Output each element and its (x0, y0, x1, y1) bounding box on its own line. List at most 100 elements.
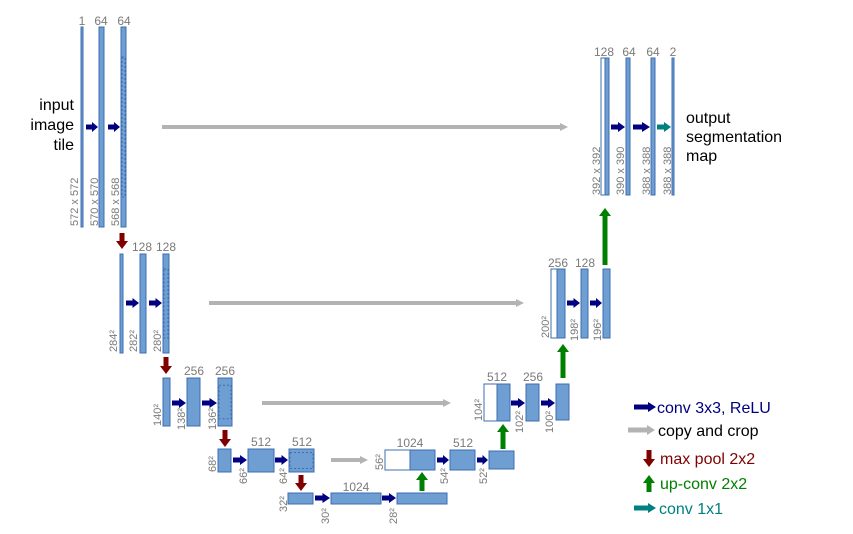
spatial-size-label: 196² (592, 319, 604, 341)
channel-count-label: 512 (251, 435, 271, 449)
copy-crop-arrow-icon (262, 399, 451, 407)
feature-map (98, 26, 105, 228)
channel-count-label: 64 (646, 45, 660, 59)
spatial-size-label: 32² (278, 496, 290, 512)
feature-map (330, 492, 382, 505)
crop-region (121, 56, 126, 198)
feature-map (80, 26, 84, 228)
feature-map (217, 448, 232, 473)
spatial-size-label: 100² (544, 411, 556, 433)
spatial-size-label: 284² (108, 330, 120, 352)
output-label-line-3: map (686, 148, 717, 165)
spatial-size-label: 572 x 572 (69, 178, 81, 226)
feature-map (162, 253, 170, 354)
spatial-size-label: 140² (152, 404, 164, 426)
spatial-size-label: 68² (207, 456, 219, 472)
input-label-line-2: image (30, 117, 74, 134)
feature-map (162, 377, 171, 427)
feature-map (120, 26, 127, 228)
feature-map (555, 383, 570, 421)
feature-map (119, 253, 124, 354)
spatial-size-label: 200² (540, 316, 552, 338)
channel-count-label: 128 (156, 240, 176, 254)
spatial-size-label: 102² (514, 411, 526, 433)
copied-feature-map (384, 449, 411, 471)
spatial-size-label: 104² (473, 399, 485, 421)
feature-map (580, 268, 589, 339)
channel-count-label: 256 (184, 364, 204, 378)
legend-label: copy and crop (658, 423, 759, 440)
conv-arrow-icon (567, 298, 580, 308)
channel-count-label: 512 (487, 370, 507, 384)
arrow-right-icon (634, 503, 656, 513)
crop-region (163, 268, 169, 339)
feature-map (287, 492, 314, 505)
feature-map (496, 383, 511, 422)
channel-count-label: 64 (117, 14, 131, 28)
feature-map (247, 448, 275, 473)
conv-arrow-icon (202, 398, 217, 408)
feature-map (449, 449, 476, 471)
conv-arrow-icon (633, 122, 650, 132)
copied-feature-map (483, 383, 498, 422)
spatial-size-label: 282² (128, 330, 140, 352)
conv-arrow-icon (477, 455, 488, 465)
conv-arrow-icon (541, 398, 555, 408)
channel-count-label: 64 (622, 45, 636, 59)
spatial-size-label: 28² (388, 508, 400, 524)
spatial-size-label: 54² (439, 468, 451, 484)
legend-label: max pool 2x2 (660, 451, 755, 468)
spatial-size-label: 568 x 568 (110, 178, 122, 226)
output-label-line-2: segmentation (686, 129, 782, 146)
legend-label: up-conv 2x2 (660, 476, 747, 493)
channel-count-label: 256 (215, 364, 235, 378)
maxpool-arrow-icon (295, 475, 307, 491)
arrow-up-icon (643, 475, 655, 492)
spatial-size-label: 136² (207, 408, 219, 430)
copy-crop-arrow-icon (209, 299, 524, 307)
spatial-size-label: 390 x 390 (615, 147, 627, 195)
feature-map (409, 449, 436, 471)
feature-map (488, 450, 515, 470)
channel-count-label: 1024 (343, 480, 370, 494)
spatial-size-label: 30² (320, 508, 332, 524)
upconv-arrow-icon (599, 208, 611, 265)
spatial-size-label: 392 x 392 (591, 147, 603, 195)
crop-region (218, 384, 232, 420)
spatial-size-label: 66² (238, 468, 250, 484)
conv-arrow-icon (437, 455, 449, 465)
channel-count-label: 128 (132, 240, 152, 254)
conv-arrow-icon (611, 122, 625, 132)
feature-map (625, 57, 631, 196)
channel-count-label: 128 (594, 45, 614, 59)
upconv-arrow-icon (557, 344, 569, 378)
channel-count-label: 1 (79, 14, 86, 28)
spatial-size-label: 570 x 570 (89, 178, 101, 226)
feature-map (602, 268, 611, 339)
maxpool-arrow-icon (219, 430, 231, 447)
conv-arrow-icon (233, 455, 247, 465)
feature-map (396, 492, 448, 505)
feature-map (604, 57, 610, 196)
arrow-right-icon (634, 402, 656, 412)
feature-map (556, 268, 566, 339)
feature-map (139, 253, 147, 354)
maxpool-arrow-icon (116, 233, 128, 249)
channel-count-label: 64 (94, 14, 108, 28)
arrow-down-icon (643, 450, 655, 467)
input-label-line-3: tile (54, 137, 75, 154)
copy-crop-arrow-icon (331, 456, 368, 464)
spatial-size-label: 388 x 388 (641, 147, 653, 195)
upconv-arrow-icon (416, 472, 428, 491)
feature-map (671, 57, 675, 196)
channel-count-label: 2 (670, 45, 677, 59)
spatial-size-label: 52² (478, 468, 490, 484)
legend: conv 3x3, ReLU copy and crop max pool 2x2 u… (657, 400, 771, 518)
conv-arrow-icon (511, 398, 525, 408)
feature-map (217, 377, 233, 427)
spatial-size-label: 64² (278, 468, 290, 484)
copy-crop-arrow-icon (162, 123, 568, 131)
feature-map (650, 57, 656, 196)
channel-count-label: 128 (575, 256, 595, 270)
